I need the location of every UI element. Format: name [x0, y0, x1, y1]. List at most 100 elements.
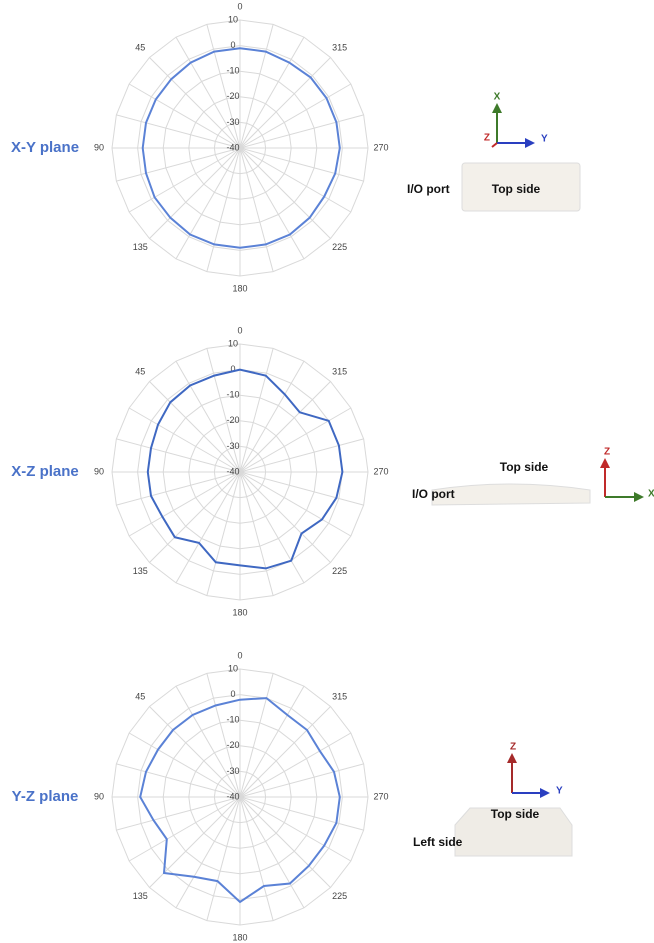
r-tick-label: -20 [226, 91, 239, 101]
grid-spoke [239, 24, 274, 149]
grid-spoke [239, 796, 274, 921]
grid-spoke [128, 732, 241, 798]
grid-spoke [206, 796, 241, 921]
theta-tick-label: 315 [332, 43, 347, 53]
grid-spoke [116, 763, 241, 798]
device-label: Left side [413, 835, 463, 849]
device-label: I/O port [412, 487, 455, 501]
r-tick-label: -30 [226, 441, 239, 451]
grid-spoke [239, 706, 331, 798]
r-tick-label: -40 [226, 791, 239, 801]
grid-spoke [239, 796, 305, 909]
r-tick-label: -30 [226, 766, 239, 776]
grid-spoke [239, 471, 274, 596]
grid-spoke [239, 471, 331, 563]
r-tick-label: -20 [226, 415, 239, 425]
r-tick-label: -20 [226, 740, 239, 750]
grid-spoke [175, 685, 241, 798]
grid-spoke [149, 57, 241, 149]
grid-spoke [239, 83, 352, 149]
grid-spoke [239, 147, 364, 182]
grid-spoke [239, 381, 331, 473]
grid-spoke [116, 438, 241, 473]
r-tick-label: 10 [228, 14, 238, 24]
grid-spoke [239, 796, 331, 888]
axis-letter: X [648, 489, 654, 500]
grid-spoke [128, 796, 241, 862]
axis-letter: Z [510, 742, 516, 753]
device-xy: X Y Z I/O port Top side [407, 92, 581, 212]
axis-letter: Y [541, 134, 548, 145]
grid-spoke [206, 24, 241, 149]
grid-spoke [239, 796, 352, 862]
grid-spoke [239, 407, 352, 473]
radar-line [141, 47, 341, 249]
device-label: Top side [500, 460, 549, 474]
r-tick-label: -40 [226, 142, 239, 152]
grid-spoke [149, 706, 241, 798]
grid-spoke [239, 36, 305, 149]
grid-spoke [239, 673, 274, 798]
theta-tick-label: 225 [332, 566, 347, 576]
r-tick-label: -10 [226, 715, 239, 725]
theta-tick-label: 0 [237, 325, 242, 335]
grid-spoke [239, 147, 274, 272]
grid-spoke [239, 685, 305, 798]
theta-tick-label: 180 [232, 607, 247, 617]
grid-spoke [116, 796, 241, 831]
grid-spoke [206, 471, 241, 596]
grid-spoke [239, 732, 352, 798]
r-tick-label: -40 [226, 466, 239, 476]
theta-tick-label: 270 [373, 466, 388, 476]
theta-tick-label: 315 [332, 692, 347, 702]
grid-spoke [239, 57, 331, 149]
r-tick-label: 0 [230, 40, 235, 50]
grid-spoke [239, 471, 352, 537]
plane-title: Y-Z plane [12, 788, 79, 805]
grid-spoke [239, 796, 364, 831]
r-tick-label: 10 [228, 663, 238, 673]
axis-letter: X [494, 92, 501, 103]
r-tick-label: -10 [226, 390, 239, 400]
grid-spoke [149, 147, 241, 239]
grid-spoke [128, 147, 241, 213]
grid-spoke [116, 147, 241, 182]
grid-spoke [239, 348, 274, 473]
theta-tick-label: 225 [332, 891, 347, 901]
radar-line [146, 368, 344, 570]
grid-spoke [175, 360, 241, 473]
grid-spoke [239, 147, 305, 260]
theta-tick-label: 270 [373, 142, 388, 152]
grid-spoke [149, 381, 241, 473]
grid-spoke [149, 471, 241, 563]
theta-tick-label: 0 [237, 650, 242, 660]
grid-spoke [175, 36, 241, 149]
axis-arrow [491, 142, 498, 148]
device-image [431, 483, 591, 506]
grid-spoke [239, 114, 364, 149]
plane-title: X-Y plane [11, 139, 79, 156]
theta-tick-label: 225 [332, 242, 347, 252]
r-tick-label: 10 [228, 338, 238, 348]
radar-line [139, 697, 341, 904]
theta-tick-label: 180 [232, 283, 247, 293]
grid-spoke [128, 83, 241, 149]
grid-spoke [206, 147, 241, 272]
radar-chart: 10 0 -10 -20 -30 -40 0 45 90 135 180 225 270 315 Y-Z p… [12, 650, 389, 942]
theta-tick-label: 270 [373, 791, 388, 801]
axis-letter: Z [484, 133, 490, 144]
device-image [454, 807, 573, 857]
grid-spoke [128, 407, 241, 473]
r-tick-label: 0 [230, 689, 235, 699]
theta-tick-label: 315 [332, 367, 347, 377]
grid-spoke [116, 471, 241, 506]
grid-spoke [128, 471, 241, 537]
grid-spoke [239, 471, 305, 584]
plane-title: X-Z plane [11, 463, 79, 480]
theta-tick-label: 90 [94, 466, 104, 476]
grid-spoke [116, 114, 241, 149]
r-tick-label: 0 [230, 364, 235, 374]
grid-spoke [206, 348, 241, 473]
device-label: I/O port [407, 182, 450, 196]
theta-tick-label: 135 [133, 891, 148, 901]
